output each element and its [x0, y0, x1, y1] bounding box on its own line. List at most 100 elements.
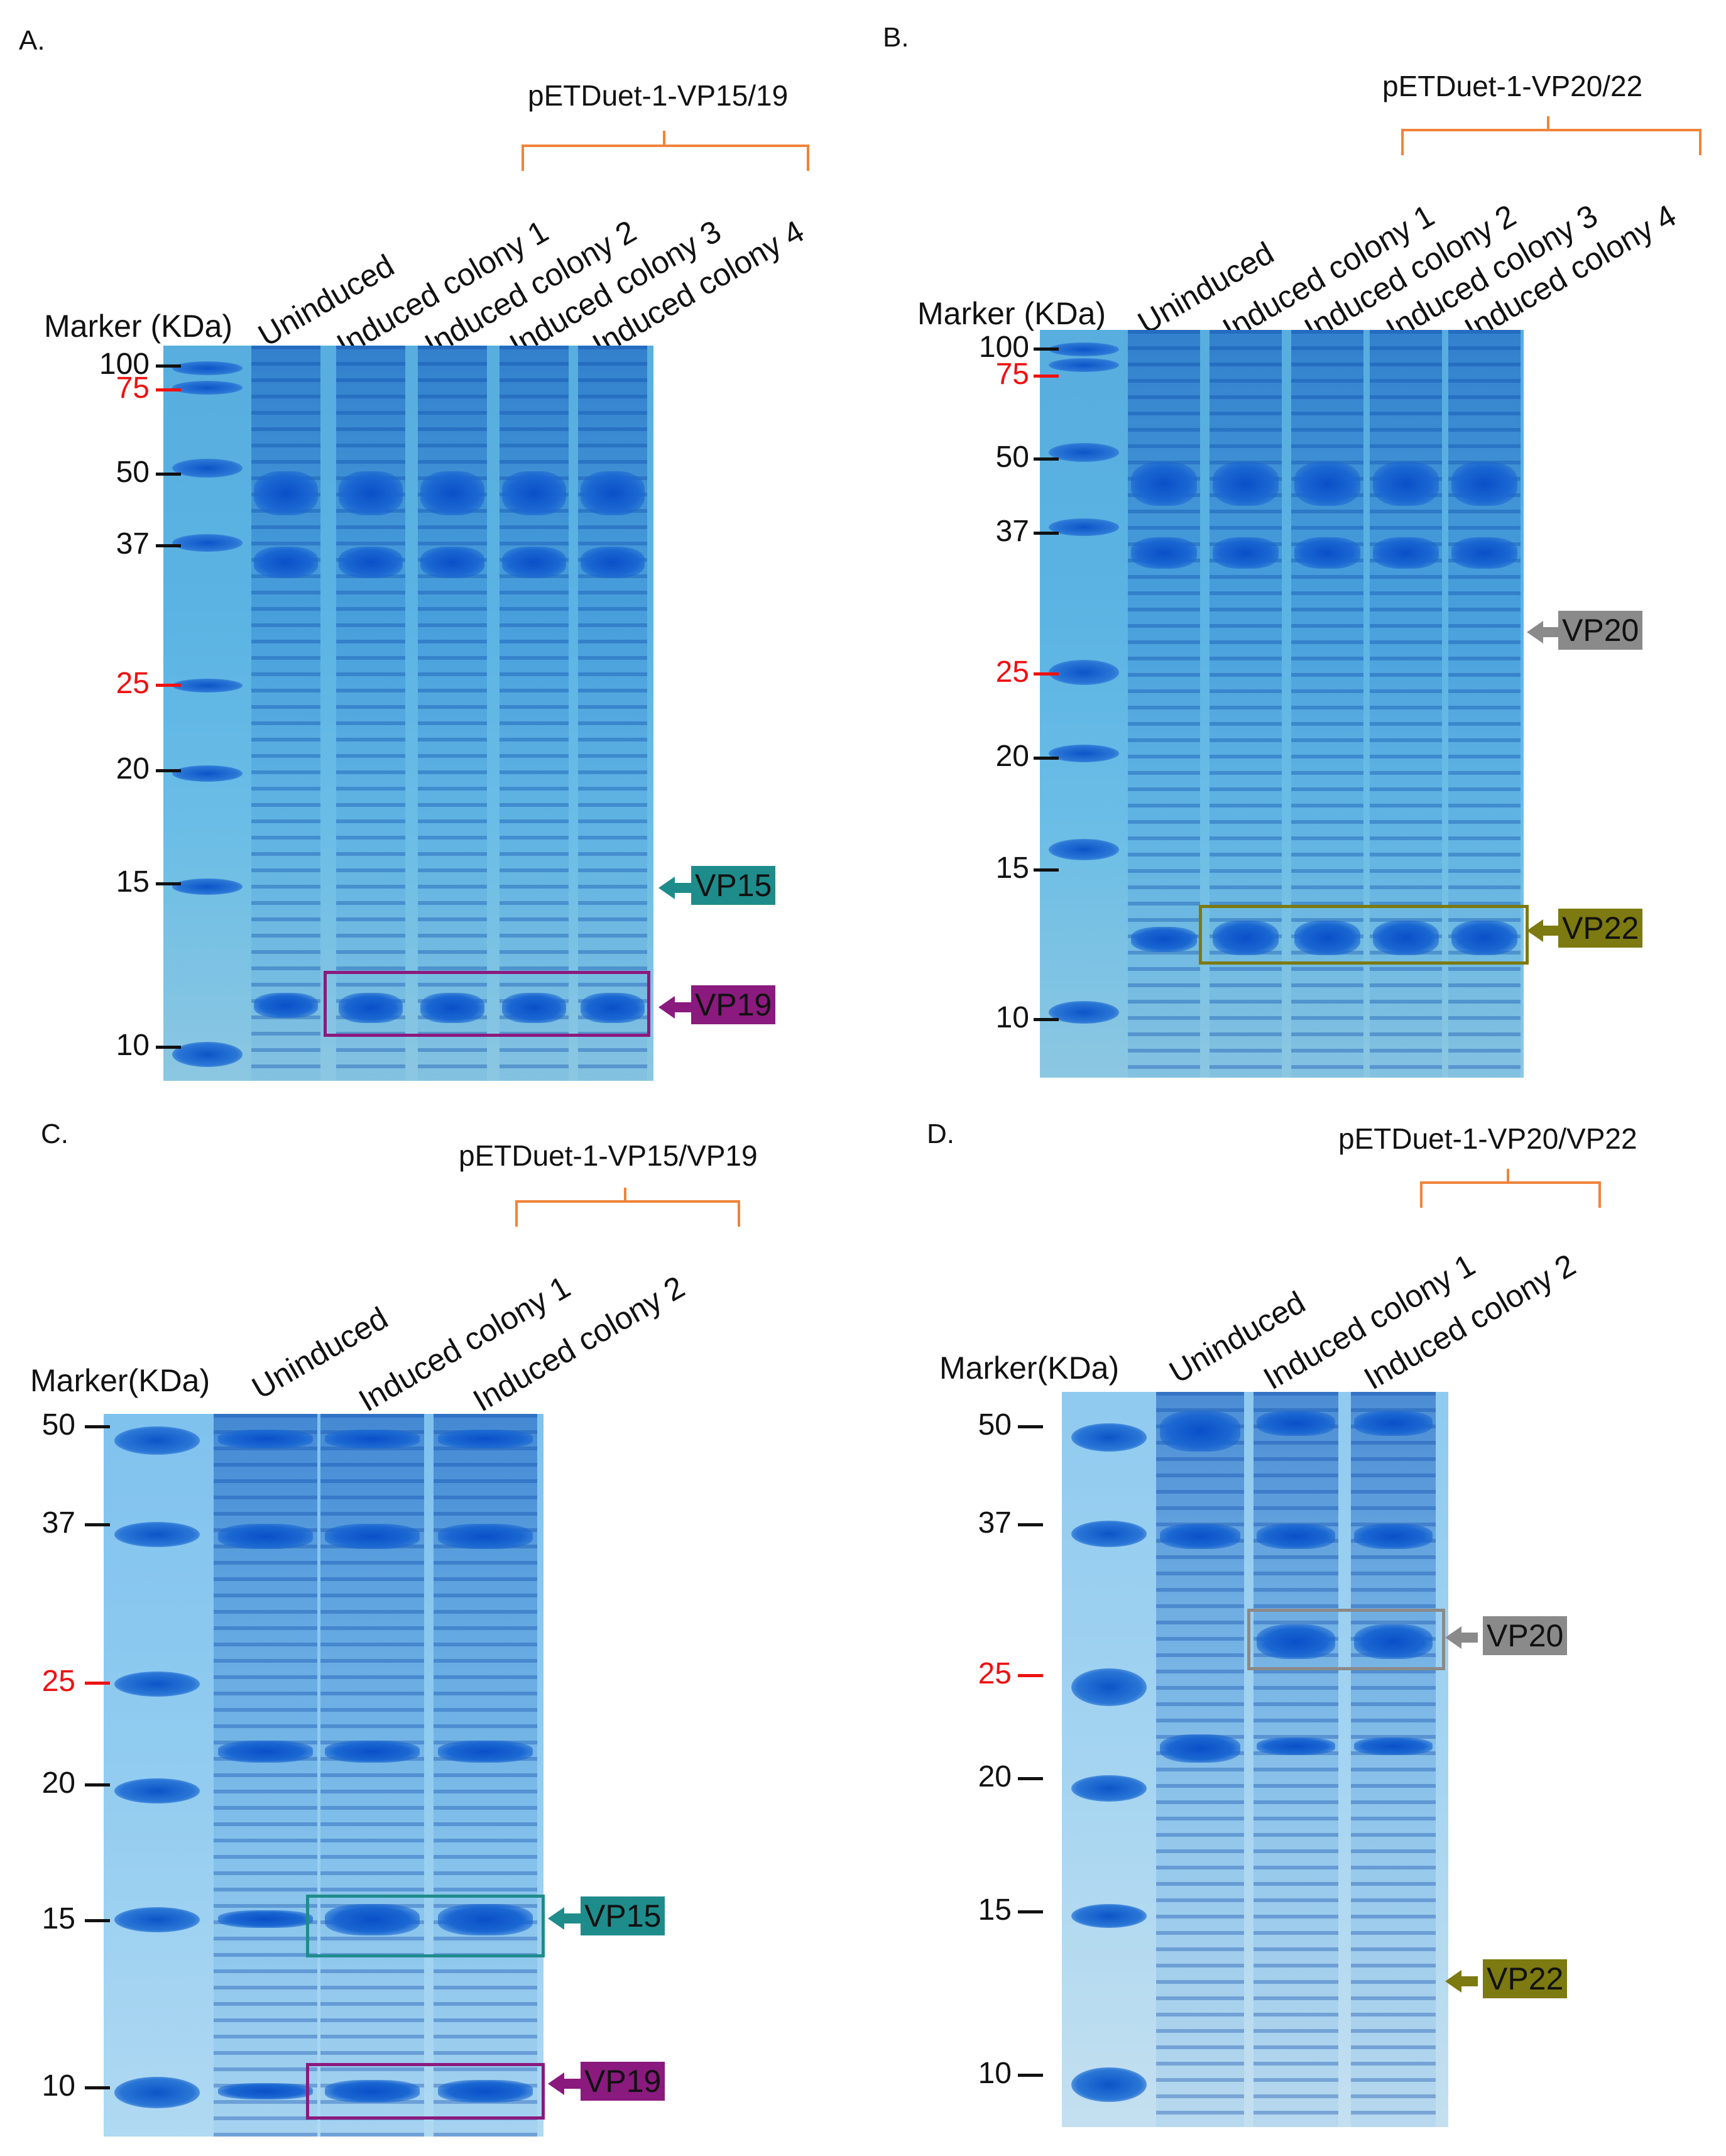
- panel-d-marker-title: Marker(KDa): [939, 1350, 1120, 1386]
- panel-a-lane-2: [336, 346, 405, 1081]
- mw-tick: [1034, 757, 1059, 760]
- panel-b-lane-4: [1370, 330, 1442, 1078]
- panel-c-vp19-arrow-icon: [548, 2072, 582, 2095]
- mw-label: 10: [116, 1029, 150, 1062]
- mw-label: 50: [978, 1408, 1012, 1442]
- mw-tick: [85, 2086, 110, 2089]
- mw-label: 37: [116, 527, 150, 561]
- panel-c-vp19-highlight-box: [306, 2063, 545, 2120]
- mw-tick: [1034, 532, 1059, 535]
- mw-tick: [156, 1046, 181, 1049]
- mw-tick: [1018, 1674, 1043, 1677]
- panel-a-lane-1: [251, 346, 320, 1081]
- mw-label: 15: [978, 1893, 1012, 1927]
- mw-tick: [1018, 1777, 1043, 1780]
- mw-tick: [156, 388, 181, 391]
- panel-d-label: D.: [927, 1119, 954, 1149]
- mw-label: 15: [41, 1902, 75, 1935]
- mw-label: 15: [995, 851, 1029, 885]
- mw-tick: [1034, 347, 1059, 351]
- panel-d-bracket: [1420, 1181, 1601, 1208]
- mw-label: 50: [116, 456, 150, 489]
- mw-label: 25: [995, 655, 1029, 689]
- panel-a-gel: [163, 346, 653, 1081]
- panel-c-construct: pETDuet-1-VP15/VP19: [459, 1139, 758, 1172]
- mw-tick: [1018, 1910, 1043, 1913]
- panel-d-construct: pETDuet-1-VP20/VP22: [1338, 1122, 1637, 1155]
- panel-a-lane-3: [418, 346, 487, 1081]
- panel-c-label: C.: [41, 1119, 68, 1149]
- mw-tick: [1034, 1018, 1059, 1021]
- panel-a-label: A.: [19, 25, 45, 56]
- mw-label: 50: [41, 1408, 75, 1442]
- mw-label: 20: [41, 1766, 75, 1800]
- mw-label: 25: [41, 1665, 75, 1698]
- mw-label: 37: [978, 1506, 1012, 1540]
- panel-b-lane-5: [1448, 330, 1521, 1078]
- mw-label: 50: [995, 441, 1029, 474]
- panel-b-lane-1: [1128, 330, 1200, 1078]
- panel-a-lane-4: [500, 346, 569, 1081]
- panel-c-gel: [104, 1414, 543, 2137]
- mw-tick: [1034, 375, 1059, 378]
- panel-c-bracket-tick: [624, 1188, 626, 1201]
- mw-label: 100: [978, 331, 1029, 364]
- mw-tick: [1018, 1523, 1043, 1526]
- panel-b-marker-lane: [1040, 330, 1128, 1078]
- mw-label: 10: [995, 1001, 1029, 1034]
- mw-tick: [156, 364, 181, 368]
- panel-b-marker-title: Marker (KDa): [917, 296, 1106, 331]
- mw-tick: [156, 769, 181, 772]
- panel-b-lane-2: [1210, 330, 1282, 1078]
- panel-c-vp15-tag: VP15: [581, 1896, 665, 1935]
- mw-label: 37: [41, 1506, 75, 1540]
- panel-a-bracket: [522, 145, 809, 171]
- panel-b-vp20-arrow-icon: [1527, 621, 1561, 643]
- panel-c-lane-1: [214, 1414, 317, 2137]
- panel-d-vp20-highlight-box: [1247, 1609, 1445, 1670]
- panel-c-vp15-highlight-box: [306, 1895, 545, 1957]
- panel-b-vp20-tag: VP20: [1558, 611, 1643, 650]
- mw-label: 20: [978, 1760, 1012, 1793]
- mw-tick: [85, 1425, 110, 1428]
- panel-a-marker-lane: [163, 346, 251, 1081]
- panel-b-bracket-tick: [1547, 116, 1549, 130]
- panel-b-construct: pETDuet-1-VP20/22: [1382, 70, 1643, 102]
- panel-b-gel: [1040, 330, 1524, 1078]
- panel-a-marker-title: Marker (KDa): [44, 309, 233, 344]
- mw-label: 10: [41, 2069, 75, 2103]
- panel-b-vp22-tag: VP22: [1558, 909, 1643, 948]
- mw-tick: [85, 1919, 110, 1922]
- panel-c-bracket: [515, 1200, 740, 1227]
- mw-tick: [85, 1523, 110, 1526]
- mw-label: 25: [978, 1657, 1012, 1690]
- mw-tick: [1034, 457, 1059, 461]
- mw-label: 37: [995, 515, 1029, 548]
- panel-d-vp20-arrow-icon: [1445, 1626, 1480, 1649]
- panel-c-marker-lane: [104, 1414, 210, 2137]
- panel-b-vp22-arrow-icon: [1527, 919, 1561, 942]
- panel-d-lane-3: [1351, 1392, 1436, 2127]
- panel-b-label: B.: [883, 22, 909, 53]
- panel-a-construct: pETDuet-1-VP15/19: [528, 79, 789, 112]
- panel-b-vp22-highlight-box: [1199, 905, 1529, 965]
- mw-tick: [1018, 2074, 1043, 2077]
- panel-b-lane-3: [1291, 330, 1363, 1078]
- panel-d-vp22-arrow-icon: [1445, 1970, 1480, 1993]
- panel-c-lane-2: [320, 1414, 424, 2137]
- panel-d-vp20-tag: VP20: [1483, 1616, 1568, 1655]
- panel-d-bracket-tick: [1507, 1169, 1509, 1183]
- panel-c-vp19-tag: VP19: [581, 2062, 665, 2101]
- panel-a-lane-5: [578, 346, 647, 1081]
- mw-label: 100: [99, 347, 150, 381]
- mw-tick: [156, 684, 181, 687]
- panel-c-vp15-arrow-icon: [548, 1907, 582, 1930]
- panel-d-lane-1: [1156, 1392, 1244, 2127]
- mw-label: 75: [995, 358, 1029, 391]
- mw-tick: [156, 882, 181, 885]
- mw-tick: [1034, 672, 1059, 676]
- panel-b-bracket: [1401, 129, 1701, 155]
- mw-tick: [1018, 1425, 1043, 1428]
- mw-tick: [1034, 868, 1059, 872]
- mw-label: 25: [116, 667, 150, 700]
